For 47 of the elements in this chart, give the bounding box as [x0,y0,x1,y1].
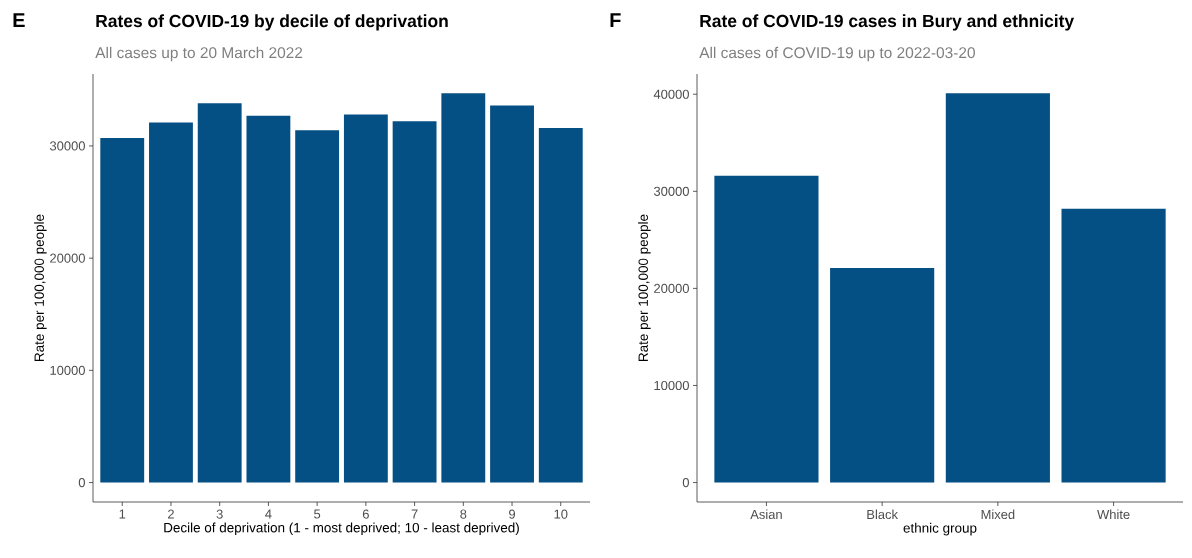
bar [714,175,819,483]
y-tick-label: 10000 [50,365,85,375]
x-tick-label: 8 [460,509,467,519]
chart-subtitle: All cases of COVID-19 up to 2022-03-20 [699,46,975,62]
x-tick-label: 9 [509,509,516,519]
x-tick-label: White [1097,509,1130,520]
chart-title: Rate of COVID-19 cases in Bury and ethnicity [700,14,1075,31]
x-axis-title: Decile of deprivation (1 - most deprived; 10 - least deprived) [164,522,519,536]
bar [100,138,145,483]
bar [392,121,437,483]
x-tick-label: 3 [216,509,223,519]
x-tick-label: 5 [314,509,321,519]
x-tick-label: 10 [554,509,568,519]
x-tick-label: 2 [168,509,174,519]
bar [246,115,291,483]
text: F [610,13,621,27]
bar [295,130,340,483]
bar [343,114,388,483]
x-tick-label: 7 [411,509,418,519]
x-axis-title: ethnic group [903,522,977,536]
text: E [13,13,25,27]
y-tick-label: 30000 [49,141,85,151]
bar [490,105,534,483]
bar [1061,208,1166,483]
x-tick-label: 4 [265,509,272,519]
bar [538,128,583,483]
bar [441,93,486,483]
y-tick-label: 0 [682,477,689,488]
bar [149,122,193,483]
x-tick-label: Mixed [981,509,1015,520]
bar [197,103,242,483]
y-tick-label: 20000 [654,283,689,293]
y-tick-label: 40000 [653,89,689,99]
y-tick-label: 0 [78,477,85,488]
y-axis-title: Rate per 100,000 people [638,214,651,361]
chart-title: Rates of COVID-19 by decile of deprivation [96,14,448,31]
y-tick-label: 20000 [50,253,85,263]
bar [945,93,1050,483]
y-axis-title: Rate per 100,000 people [34,214,47,361]
x-tick-label: Asian [750,509,782,520]
y-tick-label: 10000 [654,380,689,391]
bar [830,268,935,483]
x-tick-label: 6 [362,509,369,519]
y-tick-label: 30000 [653,186,689,196]
x-tick-label: 1 [119,509,126,519]
x-tick-label: Black [867,509,899,520]
chart-subtitle: All cases up to 20 March 2022 [95,46,303,62]
